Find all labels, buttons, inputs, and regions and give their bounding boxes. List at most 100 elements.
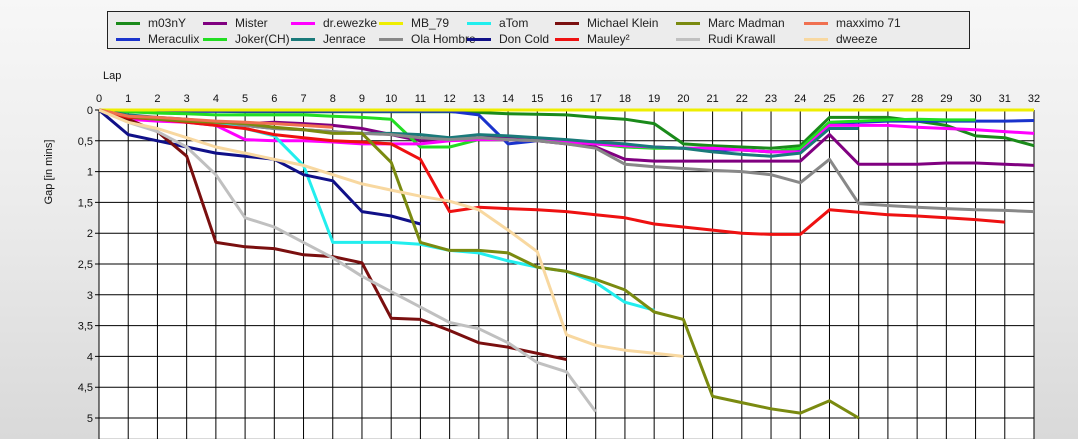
legend-label: Joker(CH): [235, 32, 290, 46]
legend-item: Marc Madman: [676, 15, 785, 31]
legend-item: Michael Klein: [555, 15, 658, 31]
x-tick-label: 24: [794, 93, 806, 105]
x-tick-labels: 0 1 2 3 4 5 6 7 8 9 10 11 12 13 14 15 16 17 18 19 20 21 22 23 24…: [96, 93, 1040, 105]
legend-swatch: [379, 37, 403, 41]
x-tick-label: 27: [882, 93, 894, 105]
legend-label: aTom: [499, 16, 529, 30]
x-tick-label: 18: [619, 93, 631, 105]
x-tick-label: 26: [853, 93, 865, 105]
x-tick-label: 9: [359, 93, 365, 105]
y-tick-label: 4: [87, 351, 93, 363]
legend: m03nY Meraculix Mister Joker(CH) dr.ewezke Je…: [107, 11, 970, 49]
x-tick-label: 16: [560, 93, 572, 105]
legend-label: dr.ewezke: [323, 16, 378, 30]
series-lines: [99, 108, 1035, 420]
y-tick-labels: 0 0,5 1 1,5 2 2,5 3 3,5 4 4,5 5: [78, 105, 93, 425]
legend-label: Meraculix: [148, 32, 200, 46]
legend-item: m03nY: [116, 15, 186, 31]
x-tick-label: 6: [271, 93, 277, 105]
x-tick-label: 20: [677, 93, 689, 105]
legend-swatch: [379, 21, 403, 25]
legend-swatch: [555, 37, 579, 41]
x-tick-label: 29: [940, 93, 952, 105]
legend-label: Marc Madman: [708, 16, 785, 30]
series-line-don-cold: [99, 108, 421, 226]
y-axis-label: Gap [in mins]: [43, 140, 55, 205]
legend-label: Rudi Krawall: [708, 32, 776, 46]
x-tick-label: 31: [999, 93, 1011, 105]
y-tick-label: 4,5: [78, 382, 93, 394]
series-line-maxximo-71: [99, 108, 333, 129]
legend-label: m03nY: [148, 16, 187, 30]
series-line-rudi-krawall: [99, 108, 597, 413]
legend-swatch: [467, 37, 491, 41]
x-tick-label: 32: [1028, 93, 1040, 105]
series-line-ola-hombre: [99, 108, 1035, 214]
x-tick-label: 4: [213, 93, 219, 105]
legend-swatch: [291, 37, 315, 41]
x-tick-label: 21: [706, 93, 718, 105]
series-line-dweeze: [99, 108, 684, 358]
x-tick-label: 8: [330, 93, 336, 105]
x-tick-label: 5: [242, 93, 248, 105]
x-axis-label: Lap: [103, 70, 121, 82]
legend-item: Meraculix: [116, 31, 199, 47]
x-tick-label: 1: [125, 93, 131, 105]
x-tick-label: 19: [648, 93, 660, 105]
legend-label: Ola Hombre: [411, 32, 476, 46]
y-tick-label: 0: [87, 105, 93, 117]
legend-swatch: [676, 21, 700, 25]
legend-item: Don Cold: [467, 31, 549, 47]
legend-item: Ola Hombre: [379, 31, 476, 47]
y-tick-label: 3: [87, 290, 93, 302]
grid: [95, 109, 1035, 439]
y-tick-label: 2,5: [78, 259, 93, 271]
legend-item: Mauley²: [555, 31, 630, 47]
x-tick-label: 28: [911, 93, 923, 105]
y-tick-label: 0,5: [78, 136, 93, 148]
x-tick-label: 17: [590, 93, 602, 105]
x-tick-label: 14: [502, 93, 514, 105]
legend-item: MB_79: [379, 15, 449, 31]
legend-item: dr.ewezke: [291, 15, 377, 31]
x-tick-label: 15: [531, 93, 543, 105]
legend-swatch: [676, 37, 700, 41]
legend-item: dweeze: [804, 31, 877, 47]
legend-item: maxximo 71: [804, 15, 901, 31]
x-tick-label: 13: [473, 93, 485, 105]
x-tick-label: 23: [765, 93, 777, 105]
x-tick-label: 3: [184, 93, 190, 105]
x-tick-label: 25: [823, 93, 835, 105]
legend-label: MB_79: [411, 16, 450, 30]
legend-label: Mister: [235, 16, 268, 30]
y-tick-label: 5: [87, 413, 93, 425]
legend-label: Jenrace: [323, 32, 366, 46]
legend-swatch: [291, 21, 315, 25]
legend-item: Joker(CH): [203, 31, 290, 47]
x-tick-label: 2: [154, 93, 160, 105]
legend-swatch: [804, 21, 828, 25]
x-tick-label: 30: [969, 93, 981, 105]
legend-item: Rudi Krawall: [676, 31, 775, 47]
legend-label: Mauley²: [587, 32, 630, 46]
legend-item: aTom: [467, 15, 528, 31]
x-tick-label: 22: [736, 93, 748, 105]
legend-swatch: [116, 37, 140, 41]
x-tick-label: 10: [385, 93, 397, 105]
y-tick-label: 1: [87, 167, 93, 179]
legend-item: Jenrace: [291, 31, 366, 47]
x-tick-label: 12: [444, 93, 456, 105]
legend-label: Don Cold: [499, 32, 550, 46]
y-tick-label: 1,5: [78, 197, 93, 209]
x-tick-label: 7: [300, 93, 306, 105]
legend-swatch: [555, 21, 579, 25]
legend-swatch: [203, 21, 227, 25]
legend-swatch: [467, 21, 491, 25]
legend-label: Michael Klein: [587, 16, 659, 30]
legend-swatch: [804, 37, 828, 41]
legend-swatch: [116, 21, 140, 25]
series-line-dr-ewezke: [99, 108, 1035, 154]
series-line-mauley-: [99, 108, 1005, 236]
y-tick-label: 2: [87, 228, 93, 240]
